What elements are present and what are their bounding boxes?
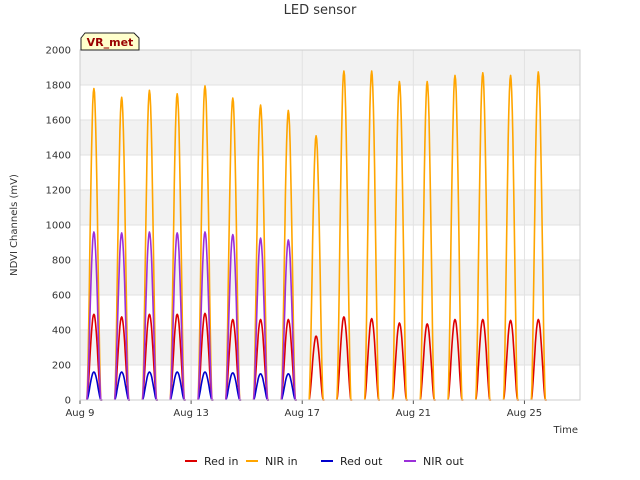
grid-band xyxy=(80,260,580,295)
series-layer xyxy=(86,70,547,401)
y-axis-label: NDVI Channels (mV) xyxy=(9,174,20,276)
y-tick-label: 1800 xyxy=(46,81,71,92)
y-tick-label: 1200 xyxy=(46,186,71,197)
y-tick-label: 1400 xyxy=(46,151,71,162)
y-tick-label: 800 xyxy=(52,256,71,267)
series-line-red-out xyxy=(86,371,297,401)
y-tick-label: 400 xyxy=(52,326,71,337)
y-tick-label: 600 xyxy=(52,291,71,302)
y-tick-label: 200 xyxy=(52,361,71,372)
y-tick-label: 1000 xyxy=(46,221,71,232)
grid-band xyxy=(80,190,580,225)
x-tick-label: Aug 9 xyxy=(65,408,94,419)
x-tick-label: Aug 17 xyxy=(285,408,320,419)
x-tick-label: Aug 25 xyxy=(507,408,542,419)
legend-label-nir-in: NIR in xyxy=(265,455,298,468)
grid-band xyxy=(80,50,580,85)
chart-title: LED sensor xyxy=(284,3,357,18)
grid-bands xyxy=(80,50,580,365)
grid-band xyxy=(80,120,580,155)
series-line-nir-in xyxy=(86,70,547,401)
site-badge: VR_met xyxy=(80,32,140,51)
legend: Red in NIR in Red out NIR out xyxy=(185,455,464,468)
series-line-red-in xyxy=(86,312,547,401)
plot-frame xyxy=(79,49,581,401)
x-tick-label: Aug 21 xyxy=(396,408,431,419)
x-axis-label: Time xyxy=(553,425,578,436)
y-tick-labels: 0 200 400 600 800 1000 1200 1400 1600 1800 2000 xyxy=(46,46,71,407)
grid-band xyxy=(80,330,580,365)
legend-label-red-in: Red in xyxy=(204,455,238,468)
y-tick-label: 1600 xyxy=(46,116,71,127)
x-tick-labels: Aug 9 Aug 13 Aug 17 Aug 21 Aug 25 xyxy=(65,408,542,419)
legend-label-red-out: Red out xyxy=(340,455,383,468)
y-tick-label: 2000 xyxy=(46,46,71,57)
series-line-nir-out xyxy=(86,231,297,401)
y-tick-label: 0 xyxy=(65,396,71,407)
site-badge-shape xyxy=(80,32,140,51)
legend-label-nir-out: NIR out xyxy=(423,455,464,468)
site-badge-label: VR_met xyxy=(87,36,134,49)
x-tick-label: Aug 13 xyxy=(173,408,208,419)
